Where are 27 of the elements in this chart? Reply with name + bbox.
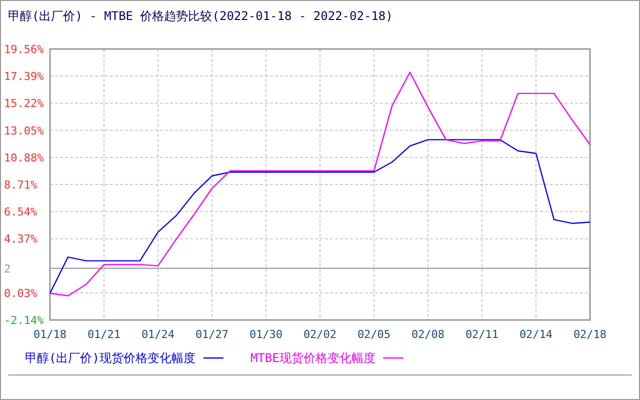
y-tick-label: 17.39% [4, 70, 44, 84]
y-tick-label: 6.54% [4, 206, 38, 219]
ref-line-label: 2 [4, 262, 11, 276]
y-tick-label: 10.88% [4, 151, 44, 164]
x-tick-label: 02/11 [465, 328, 499, 341]
line-series [49, 139, 591, 294]
y-tick-label: 19.56% [4, 43, 44, 56]
x-tick-label: 02/08 [411, 328, 445, 341]
x-tick-label: 02/14 [519, 328, 553, 341]
x-tick-label: 02/02 [303, 328, 337, 341]
x-tick-label: 02/05 [357, 328, 391, 341]
x-tick-label: 01/30 [249, 328, 283, 341]
y-tick-label: 4.37% [4, 232, 38, 246]
x-tick-label: 01/21 [87, 328, 121, 341]
y-tick-label: -2.14% [4, 314, 44, 327]
x-tick-label: 01/24 [141, 328, 175, 341]
y-tick-label: 13.05% [4, 124, 44, 138]
y-tick-label: 0.03% [4, 286, 38, 300]
x-tick-label: 02/18 [573, 328, 607, 341]
y-tick-label: 8.71% [4, 178, 38, 192]
line-series [49, 72, 591, 296]
x-tick-label: 01/18 [33, 328, 67, 341]
chart-title: 甲醇(出厂价) - MTBE 价格趋势比较(2022-01-18 - 2022-02-18) [8, 9, 393, 23]
legend-label: 甲醇(出厂价)现货价格变化幅度 [25, 351, 196, 365]
y-tick-label: 15.22% [4, 97, 44, 110]
legend-label: MTBE现货价格变化幅度 [250, 351, 376, 365]
x-tick-label: 01/27 [195, 328, 229, 341]
